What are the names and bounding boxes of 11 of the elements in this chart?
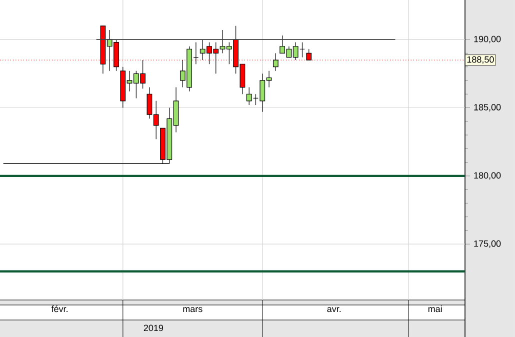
y-tick-label: 185,00 [474, 104, 501, 112]
x-axis-title: 2019 [144, 324, 164, 332]
candlestick [272, 52, 278, 72]
text: févr. [51, 305, 68, 312]
text: avr. [327, 307, 341, 312]
text: mars [183, 307, 202, 312]
y-tick-label: 190,00 [474, 36, 501, 44]
text: mai [428, 305, 442, 312]
ref-line-label: 188,50 [467, 56, 494, 64]
y-tick-label: 180,00 [474, 172, 501, 180]
y-tick-label: 175,00 [474, 240, 501, 248]
